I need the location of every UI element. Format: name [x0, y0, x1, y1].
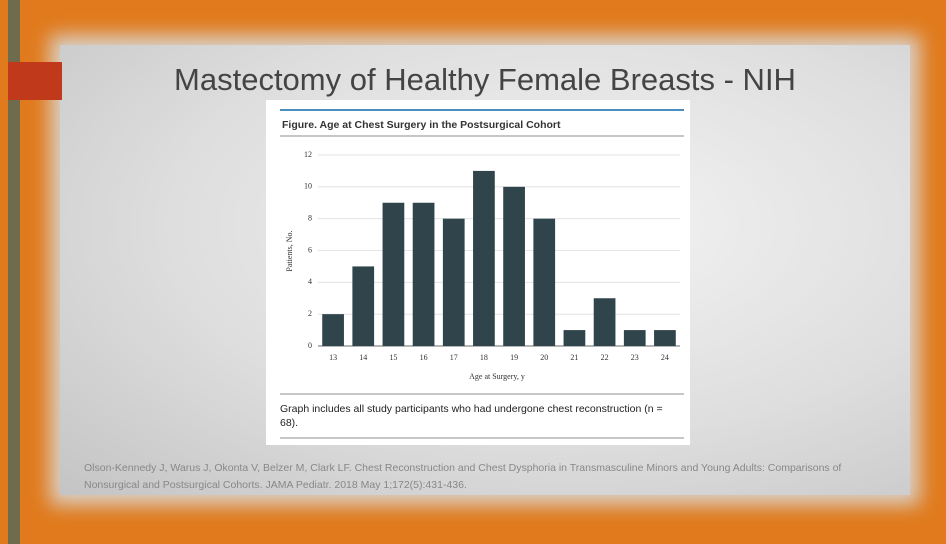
y-tick-label: 12 [304, 150, 312, 159]
y-tick-label: 10 [304, 182, 312, 191]
bar [443, 219, 465, 346]
bar [503, 187, 525, 346]
x-tick-label: 23 [631, 353, 639, 362]
y-tick-label: 2 [308, 309, 312, 318]
bar [352, 266, 374, 346]
y-tick-label: 8 [308, 213, 312, 222]
slide-screen: Mastectomy of Healthy Female Breasts - N… [0, 0, 946, 544]
x-tick-label: 15 [389, 353, 397, 362]
bar [533, 219, 555, 346]
y-tick-label: 0 [308, 341, 312, 350]
x-tick-label: 14 [359, 353, 367, 362]
bar [564, 330, 586, 346]
bar [473, 171, 495, 346]
y-axis-label: Patients, No. [285, 230, 294, 271]
bar [654, 330, 676, 346]
figure-note: Graph includes all study participants wh… [280, 402, 680, 430]
x-tick-label: 22 [601, 353, 609, 362]
bar [594, 298, 616, 346]
y-tick-label: 4 [308, 277, 312, 286]
x-tick-label: 18 [480, 353, 488, 362]
x-axis-label: Age at Surgery, y [469, 372, 525, 381]
y-tick-label: 6 [308, 245, 312, 254]
x-tick-label: 17 [450, 353, 458, 362]
x-tick-label: 16 [420, 353, 428, 362]
x-tick-label: 13 [329, 353, 337, 362]
bar [322, 314, 344, 346]
chart-title: Figure. Age at Chest Surgery in the Post… [282, 119, 561, 131]
x-tick-label: 19 [510, 353, 518, 362]
citation: Olson-Kennedy J, Warus J, Okonta V, Belz… [84, 460, 884, 494]
bar [624, 330, 646, 346]
x-tick-label: 24 [661, 353, 669, 362]
x-tick-label: 20 [540, 353, 548, 362]
bar [413, 203, 435, 346]
bar [383, 203, 405, 346]
x-tick-label: 21 [570, 353, 578, 362]
